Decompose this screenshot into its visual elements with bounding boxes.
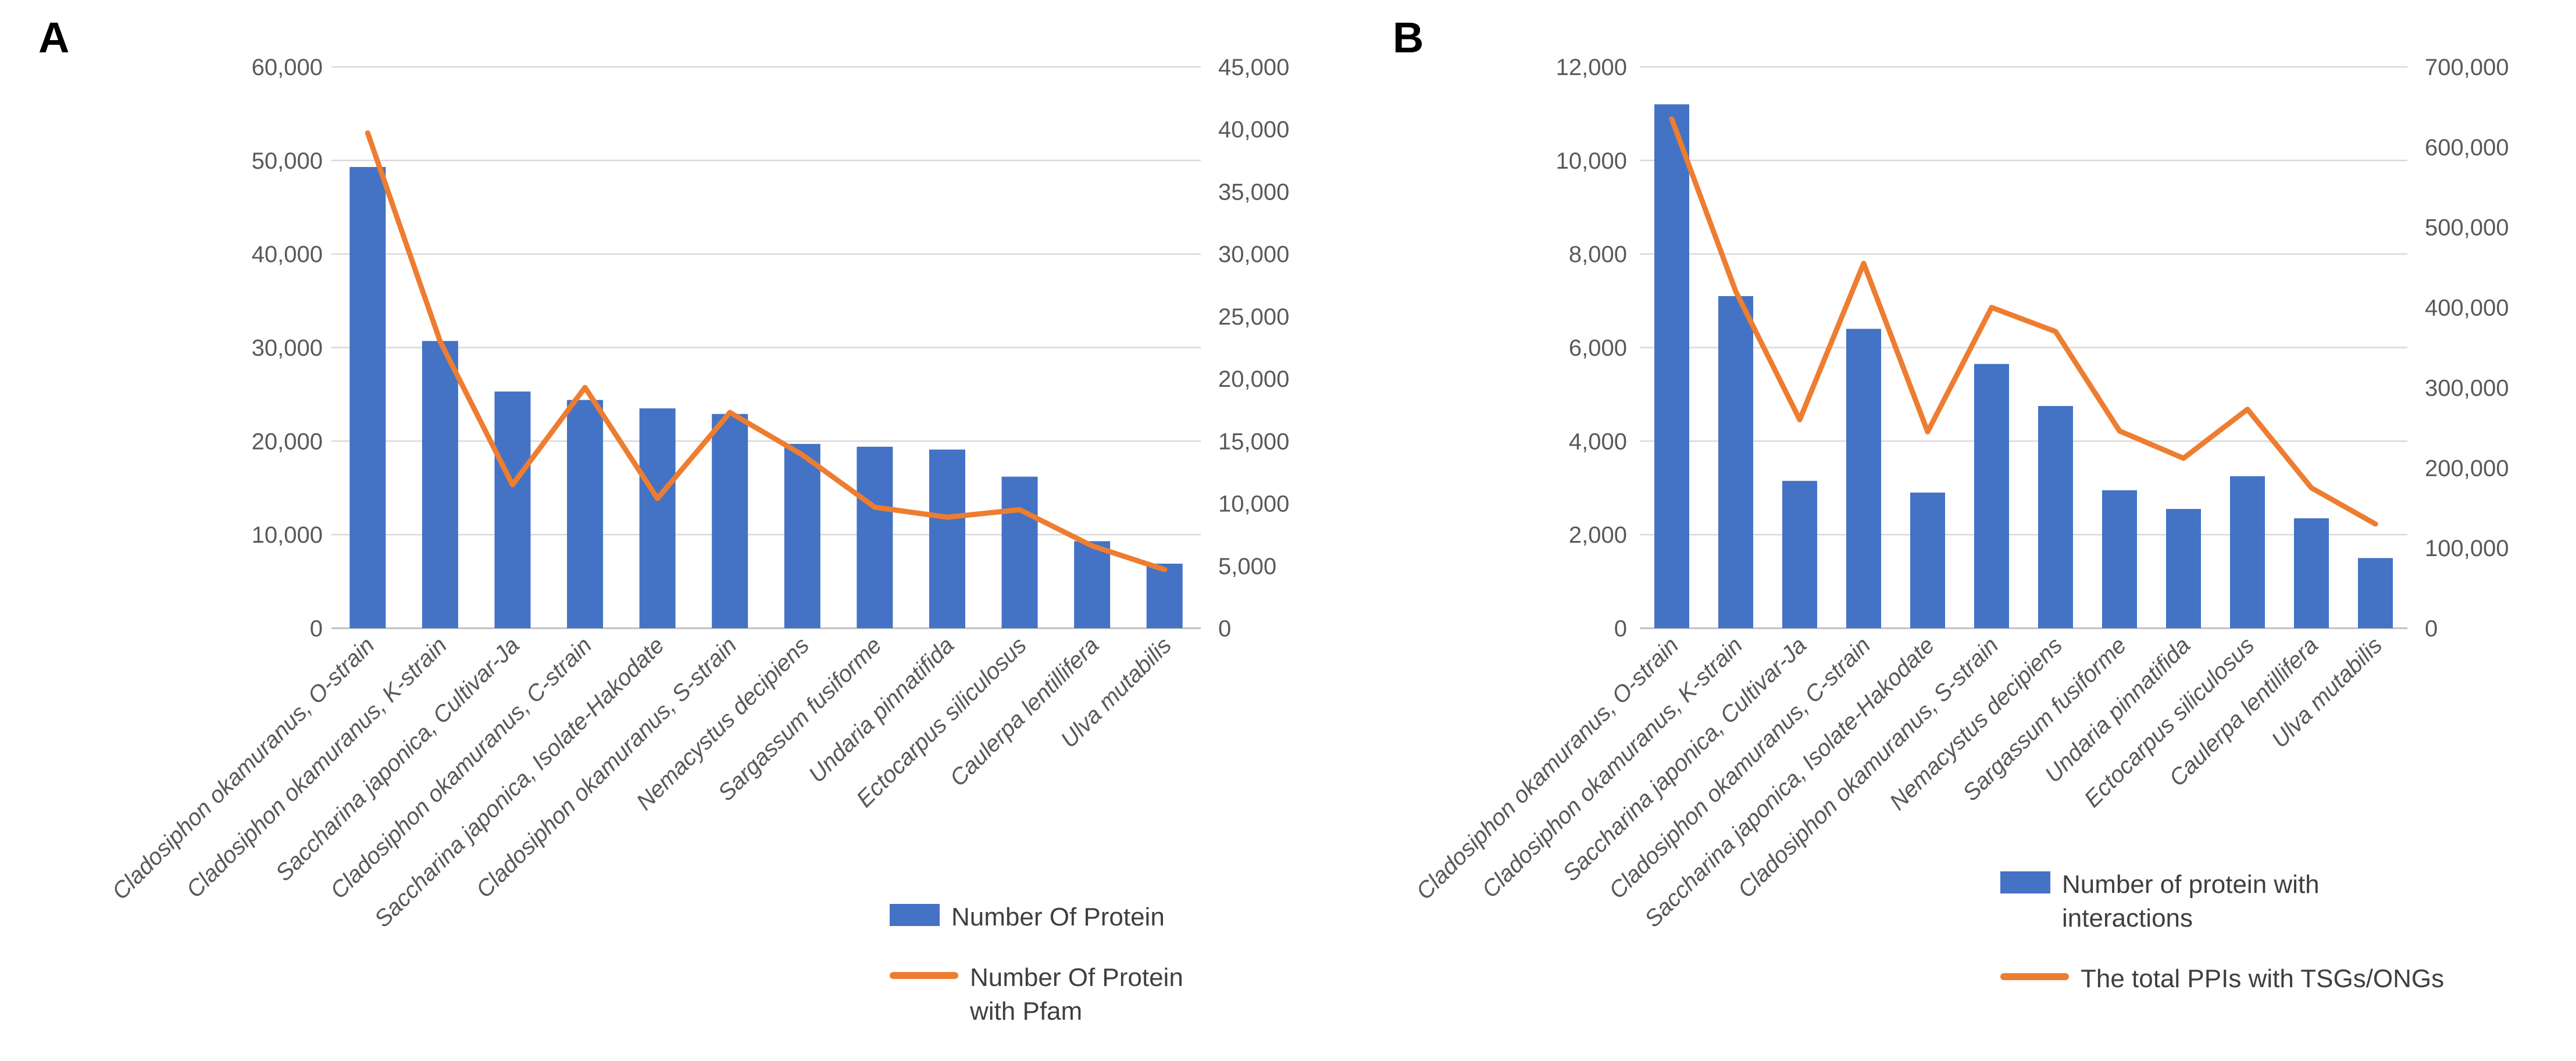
bar <box>2230 476 2265 628</box>
left-axis-tick-label: 10,000 <box>1556 148 1627 174</box>
legend-item-total-ppis: The total PPIs with TSGs/ONGs <box>2000 962 2535 996</box>
legend-item-number-of-protein-with-pfam: Number Of Protein with Pfam <box>890 961 1250 1028</box>
bar <box>1910 492 1945 628</box>
left-axis-tick-label: 20,000 <box>252 429 323 454</box>
right-axis-tick-label: 0 <box>1218 616 1231 642</box>
panel-label-b: B <box>1393 13 1424 62</box>
right-axis-tick-label: 25,000 <box>1218 304 1289 330</box>
right-axis-tick-label: 45,000 <box>1218 55 1289 80</box>
bar <box>567 400 604 628</box>
left-axis-tick-label: 40,000 <box>252 242 323 268</box>
bar <box>2102 490 2137 628</box>
panel-label-a: A <box>38 13 70 62</box>
legend-label: Number Of Protein <box>951 903 1165 931</box>
left-axis-tick-label: 60,000 <box>252 55 323 80</box>
right-axis-tick-label: 600,000 <box>2425 135 2509 161</box>
legend-item-number-of-protein: Number Of Protein <box>890 900 1250 934</box>
legend-chart-b: Number of protein with interactions The … <box>2000 868 2535 1023</box>
left-axis-tick-label: 0 <box>310 616 323 642</box>
right-axis-tick-label: 20,000 <box>1218 366 1289 392</box>
legend-label: The total PPIs with TSGs/ONGs <box>2081 964 2445 994</box>
right-axis-tick-label: 100,000 <box>2425 536 2509 561</box>
right-axis-tick-label: 5,000 <box>1218 554 1276 579</box>
legend-chart-a: Number Of Protein Number Of Protein with… <box>890 900 1250 1055</box>
line-series <box>1669 116 2378 527</box>
right-axis-tick-label: 15,000 <box>1218 429 1289 454</box>
bar <box>349 167 386 628</box>
line-series <box>365 130 1168 572</box>
bar <box>1074 541 1111 628</box>
right-axis-tick-label: 10,000 <box>1218 492 1289 517</box>
category-label: Cladosiphon okamuranus, C-strain <box>326 632 597 904</box>
bar <box>784 444 820 628</box>
bar <box>639 408 676 628</box>
left-axis-tick-label: 10,000 <box>252 522 323 548</box>
right-axis-tick-label: 300,000 <box>2425 375 2509 401</box>
legend-label: Number of protein with interactions <box>2062 870 2320 933</box>
bar <box>2358 558 2393 628</box>
line-swatch-icon <box>890 972 958 980</box>
bar <box>1654 104 1689 629</box>
right-axis-tick-label: 200,000 <box>2425 455 2509 481</box>
right-axis-tick-label: 400,000 <box>2425 295 2509 321</box>
bar <box>494 391 531 628</box>
category-label: Cladosiphon okamuranus, S-strain <box>472 632 742 903</box>
left-axis-tick-label: 50,000 <box>252 148 323 174</box>
bar <box>929 449 965 628</box>
category-label: Cladosiphon okamuranus, K-strain <box>181 632 452 903</box>
right-axis-tick-label: 30,000 <box>1218 242 1289 268</box>
bar <box>1782 480 1817 628</box>
right-axis-tick-label: 500,000 <box>2425 215 2509 241</box>
bar-swatch-icon <box>890 904 940 926</box>
left-axis-tick-label: 4,000 <box>1569 429 1627 454</box>
right-axis-tick-label: 0 <box>2425 616 2438 642</box>
bar-swatch-icon <box>2000 871 2050 893</box>
bar <box>422 341 458 628</box>
line-swatch-icon <box>2000 973 2069 981</box>
category-label: Cladosiphon okamuranus, O-strain <box>107 632 379 905</box>
left-axis-tick-label: 0 <box>1614 616 1627 642</box>
right-axis-tick-label: 40,000 <box>1218 117 1289 143</box>
bar <box>1718 296 1753 629</box>
bar <box>857 446 893 628</box>
right-axis-tick-label: 35,000 <box>1218 179 1289 205</box>
legend-item-protein-with-interactions: Number of protein with interactions <box>2000 868 2535 935</box>
left-axis-tick-label: 12,000 <box>1556 55 1627 80</box>
right-axis-tick-label: 700,000 <box>2425 55 2509 80</box>
left-axis-tick-label: 30,000 <box>252 336 323 361</box>
legend-label: Number Of Protein with Pfam <box>970 963 1183 1026</box>
bar <box>2166 508 2201 628</box>
bar <box>1974 364 2009 628</box>
left-axis-tick-label: 8,000 <box>1569 242 1627 268</box>
bar <box>2038 406 2073 628</box>
bar <box>1846 329 1881 628</box>
left-axis-tick-label: 2,000 <box>1569 522 1627 548</box>
bar <box>2294 518 2329 628</box>
bar <box>1001 476 1038 628</box>
left-axis-tick-label: 6,000 <box>1569 336 1627 361</box>
bar <box>1146 564 1183 628</box>
bar <box>712 414 748 628</box>
category-label: Ulva mutabilis <box>2267 632 2387 753</box>
